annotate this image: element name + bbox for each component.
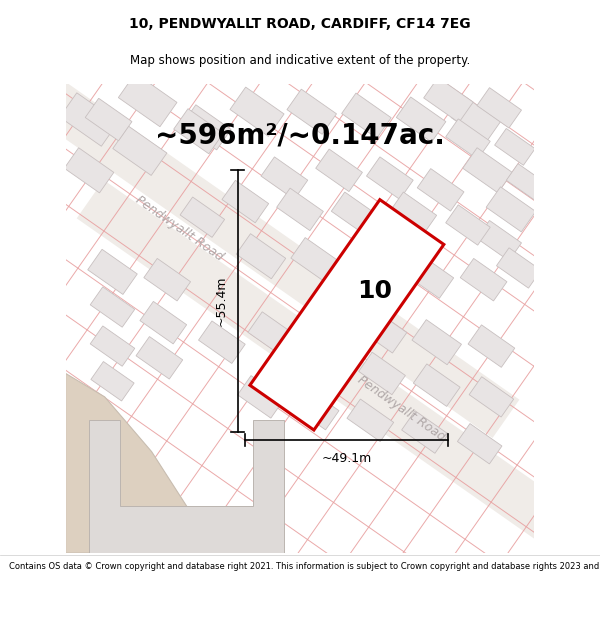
Text: Pendwyallt Road: Pendwyallt Road	[133, 194, 225, 264]
Polygon shape	[238, 376, 284, 418]
Text: 10: 10	[357, 279, 392, 303]
Polygon shape	[60, 92, 118, 146]
Polygon shape	[140, 301, 187, 344]
Polygon shape	[446, 205, 490, 245]
Polygon shape	[89, 420, 284, 553]
Polygon shape	[199, 321, 245, 364]
Polygon shape	[65, 373, 206, 553]
Polygon shape	[144, 258, 191, 301]
Polygon shape	[367, 157, 413, 199]
Polygon shape	[90, 287, 135, 328]
Polygon shape	[222, 180, 269, 223]
Polygon shape	[446, 119, 490, 159]
Polygon shape	[91, 361, 134, 401]
Text: ~596m²/~0.147ac.: ~596m²/~0.147ac.	[155, 121, 445, 149]
Polygon shape	[180, 197, 224, 238]
Polygon shape	[413, 364, 460, 406]
Polygon shape	[359, 352, 406, 395]
Polygon shape	[496, 248, 541, 288]
Text: 10, PENDWYALLT ROAD, CARDIFF, CF14 7EG: 10, PENDWYALLT ROAD, CARDIFF, CF14 7EG	[129, 17, 471, 31]
Polygon shape	[248, 312, 298, 357]
Polygon shape	[412, 319, 461, 365]
Polygon shape	[347, 399, 394, 442]
Polygon shape	[506, 164, 547, 201]
Polygon shape	[113, 126, 167, 176]
Polygon shape	[390, 192, 437, 234]
Polygon shape	[463, 148, 512, 193]
Polygon shape	[460, 258, 507, 301]
Polygon shape	[292, 388, 339, 430]
Polygon shape	[181, 105, 231, 150]
Polygon shape	[401, 411, 448, 453]
Polygon shape	[64, 148, 114, 193]
Polygon shape	[404, 253, 454, 298]
Polygon shape	[291, 238, 340, 282]
Polygon shape	[118, 73, 177, 127]
Polygon shape	[173, 109, 223, 154]
Polygon shape	[88, 249, 137, 294]
Polygon shape	[417, 169, 464, 211]
Polygon shape	[261, 157, 308, 199]
Polygon shape	[468, 325, 515, 368]
Text: ~55.4m: ~55.4m	[215, 276, 228, 326]
Polygon shape	[250, 199, 444, 430]
Polygon shape	[85, 98, 132, 141]
Polygon shape	[0, 0, 520, 438]
Polygon shape	[316, 149, 362, 192]
Polygon shape	[304, 344, 351, 387]
Polygon shape	[477, 88, 521, 128]
Text: Pendwyallt Road: Pendwyallt Road	[355, 374, 448, 444]
Polygon shape	[136, 336, 183, 379]
Text: Contains OS data © Crown copyright and database right 2021. This information is : Contains OS data © Crown copyright and d…	[9, 562, 600, 571]
Polygon shape	[236, 234, 286, 279]
Polygon shape	[77, 180, 600, 622]
Polygon shape	[451, 97, 500, 142]
Polygon shape	[349, 246, 399, 291]
Polygon shape	[486, 187, 536, 232]
Polygon shape	[424, 78, 473, 122]
Polygon shape	[331, 192, 378, 234]
Polygon shape	[477, 221, 521, 261]
Polygon shape	[90, 326, 135, 366]
Polygon shape	[457, 424, 502, 464]
Polygon shape	[494, 129, 535, 165]
Text: ~49.1m: ~49.1m	[322, 451, 372, 464]
Polygon shape	[397, 97, 446, 142]
Polygon shape	[277, 188, 323, 231]
Polygon shape	[230, 87, 284, 136]
Polygon shape	[302, 296, 352, 341]
Polygon shape	[469, 377, 514, 417]
Polygon shape	[287, 89, 337, 134]
Text: Map shows position and indicative extent of the property.: Map shows position and indicative extent…	[130, 54, 470, 68]
Polygon shape	[357, 308, 407, 353]
Polygon shape	[341, 93, 391, 138]
